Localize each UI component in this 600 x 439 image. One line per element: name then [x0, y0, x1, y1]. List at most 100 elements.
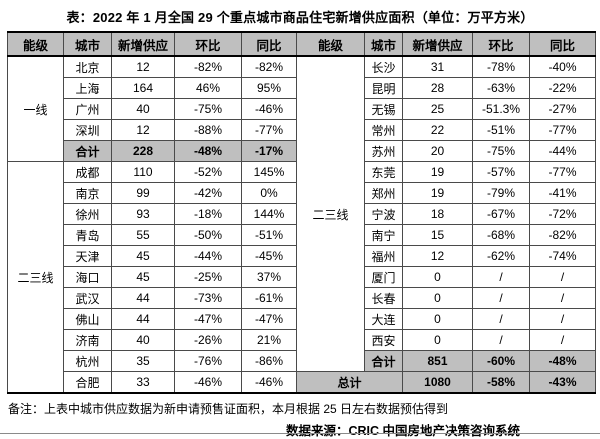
supply-cell: 18: [402, 203, 473, 225]
city-cell: 长沙: [364, 55, 403, 78]
city-cell: 厦门: [364, 266, 403, 288]
table-row: 深圳 12 -88% -77% 常州 22 -51% -77%: [8, 119, 596, 141]
supply-cell: 44: [111, 287, 175, 309]
yoy-cell: -51%: [241, 224, 297, 246]
supply-cell: 0: [402, 329, 473, 351]
yoy-cell: -72%: [529, 203, 596, 225]
supply-cell: 28: [402, 77, 473, 99]
mom-cell: -67%: [472, 203, 530, 225]
mom-cell: -51.3%: [472, 98, 530, 120]
yoy-cell: -77%: [241, 119, 297, 141]
city-cell: 海口: [63, 266, 112, 288]
mom-cell: -52%: [174, 161, 242, 183]
supply-cell: 0: [402, 287, 473, 309]
yoy-cell: -77%: [529, 119, 596, 141]
yoy-cell: -77%: [529, 161, 596, 183]
mom-cell: /: [472, 329, 530, 351]
table-row: 佛山 44 -47% -47% 大连 0 / /: [8, 308, 596, 330]
yoy-cell: -22%: [529, 77, 596, 99]
supply-cell: 12: [402, 245, 473, 267]
yoy-cell: 144%: [241, 203, 297, 225]
total-label-cell: 合计: [364, 350, 403, 372]
table-row: 天津 45 -44% -45% 福州 12 -62% -74%: [8, 245, 596, 267]
supply-cell: 20: [402, 140, 473, 162]
col-header-tier-right: 能级: [296, 31, 365, 57]
table-row: 徐州 93 -18% 144% 宁波 18 -67% -72%: [8, 203, 596, 225]
mom-cell: -48%: [174, 140, 242, 162]
city-cell: 徐州: [63, 203, 112, 225]
yoy-cell: -40%: [529, 55, 596, 78]
page-title: 表：2022 年 1 月全国 29 个重点城市商品住宅新增供应面积（单位：万平方…: [66, 10, 534, 25]
mom-cell: -46%: [174, 371, 242, 394]
mom-cell: -51%: [472, 119, 530, 141]
yoy-cell: -43%: [529, 371, 596, 394]
col-header-city-right: 城市: [364, 31, 403, 57]
city-cell: 深圳: [63, 119, 112, 141]
city-cell: 长春: [364, 287, 403, 309]
mom-cell: -88%: [174, 119, 242, 141]
yoy-cell: 37%: [241, 266, 297, 288]
mom-cell: -62%: [472, 245, 530, 267]
supply-cell: 19: [402, 182, 473, 204]
city-cell: 郑州: [364, 182, 403, 204]
mom-cell: -75%: [472, 140, 530, 162]
table-row: 上海 164 46% 95% 昆明 28 -63% -22%: [8, 77, 596, 99]
city-cell: 广州: [63, 98, 112, 120]
supply-cell: 93: [111, 203, 175, 225]
supply-cell: 55: [111, 224, 175, 246]
yoy-cell: -41%: [529, 182, 596, 204]
mom-cell: /: [472, 287, 530, 309]
grand-total-label-cell: 总计: [296, 371, 403, 394]
mom-cell: -26%: [174, 329, 242, 351]
tier-cell-tier23-right: 二三线: [296, 55, 365, 372]
yoy-cell: -17%: [241, 140, 297, 162]
col-header-supply-left: 新增供应: [111, 31, 175, 57]
yoy-cell: -48%: [529, 350, 596, 372]
yoy-cell: -82%: [529, 224, 596, 246]
supply-cell: 40: [111, 329, 175, 351]
col-header-supply-right: 新增供应: [402, 31, 473, 57]
city-cell: 南宁: [364, 224, 403, 246]
supply-cell: 22: [402, 119, 473, 141]
city-cell: 福州: [364, 245, 403, 267]
tier1-total-row: 合计 228 -48% -17% 苏州 20 -75% -44%: [8, 140, 596, 162]
yoy-cell: /: [529, 308, 596, 330]
table-row: 广州 40 -75% -46% 无锡 25 -51.3% -27%: [8, 98, 596, 120]
mom-cell: -60%: [472, 350, 530, 372]
city-cell: 佛山: [63, 308, 112, 330]
yoy-cell: -86%: [241, 350, 297, 372]
tier-cell-tier1: 一线: [7, 55, 64, 162]
city-cell: 昆明: [364, 77, 403, 99]
city-cell: 宁波: [364, 203, 403, 225]
mom-cell: -63%: [472, 77, 530, 99]
table-row: 二三线 成都 110 -52% 145% 东莞 19 -57% -77%: [7, 161, 596, 394]
mom-cell: -68%: [472, 224, 530, 246]
supply-cell: 33: [111, 371, 175, 394]
supply-cell: 12: [111, 119, 175, 141]
yoy-cell: -47%: [241, 308, 297, 330]
city-cell: 西安: [364, 329, 403, 351]
supply-cell: 40: [111, 98, 175, 120]
grand-total-row: 合肥 33 -46% -46% 总计 1080 -58% -43%: [8, 371, 596, 394]
yoy-cell: /: [529, 266, 596, 288]
supply-cell: 851: [402, 350, 473, 372]
supply-cell: 1080: [402, 371, 473, 394]
mom-cell: -78%: [472, 55, 530, 78]
mom-cell: -47%: [174, 308, 242, 330]
city-cell: 合肥: [63, 371, 112, 394]
supply-cell: 110: [111, 161, 175, 183]
supply-cell: 45: [111, 245, 175, 267]
city-cell: 无锡: [364, 98, 403, 120]
mom-cell: /: [472, 266, 530, 288]
city-cell: 南京: [63, 182, 112, 204]
supply-cell: 44: [111, 308, 175, 330]
city-cell: 天津: [63, 245, 112, 267]
city-cell: 济南: [63, 329, 112, 351]
supply-table: 能级 城市 新增供应 环比 同比 能级 城市 新增供应 环比 同比 一线 北京 …: [7, 31, 596, 394]
mom-cell: -42%: [174, 182, 242, 204]
supply-cell: 15: [402, 224, 473, 246]
city-cell: 武汉: [63, 287, 112, 309]
city-cell: 东莞: [364, 161, 403, 183]
mom-cell: -75%: [174, 98, 242, 120]
mom-cell: -79%: [472, 182, 530, 204]
